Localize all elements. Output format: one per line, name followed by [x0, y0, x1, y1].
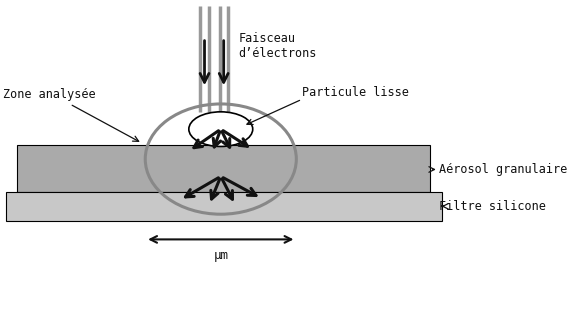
Text: Filtre silicone: Filtre silicone	[439, 200, 546, 213]
Ellipse shape	[189, 112, 253, 146]
Bar	[6, 192, 442, 220]
Text: Particule lisse: Particule lisse	[302, 86, 409, 100]
Text: Zone analysée: Zone analysée	[3, 88, 95, 101]
Text: Faisceau
d’électrons: Faisceau d’électrons	[238, 32, 317, 60]
Text: μm: μm	[213, 249, 228, 262]
Text: Aérosol granulaire: Aérosol granulaire	[439, 163, 567, 176]
Bar	[17, 145, 430, 192]
